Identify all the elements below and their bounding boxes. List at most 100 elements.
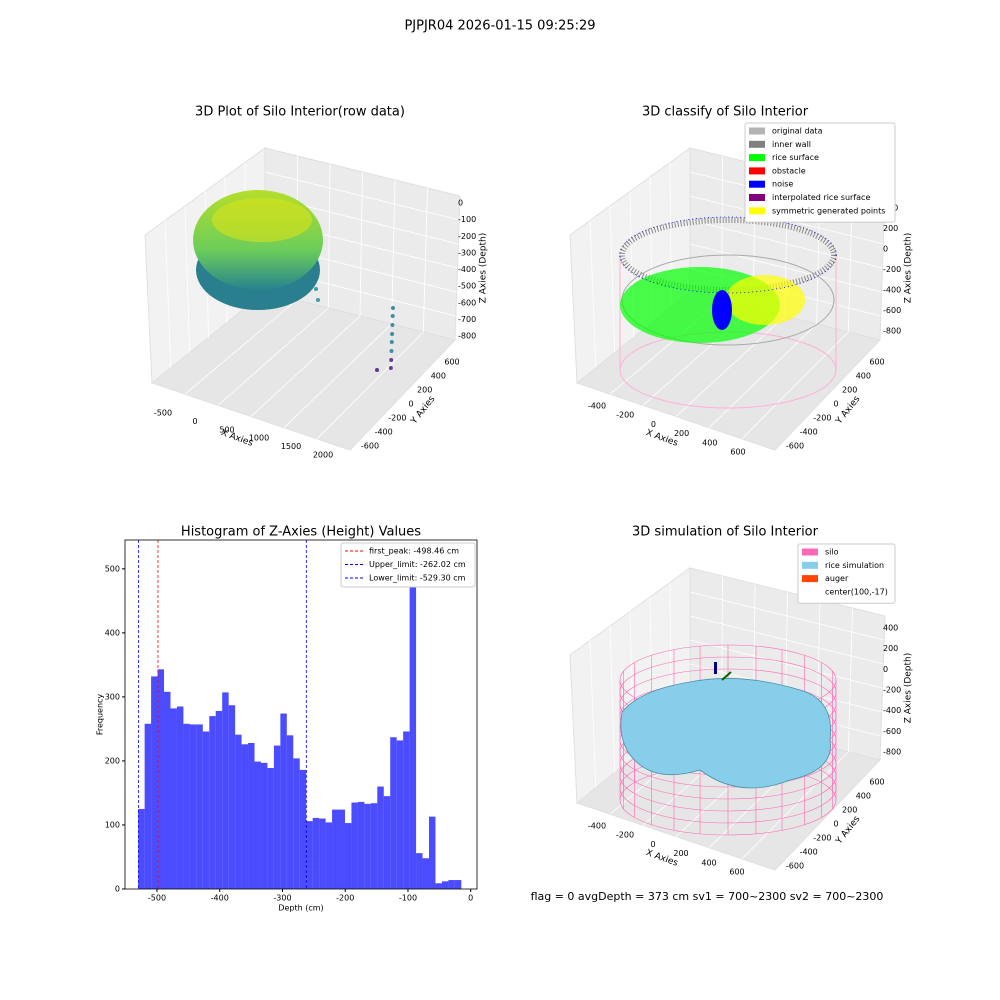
legend-swatch bbox=[749, 140, 765, 148]
legend-frame bbox=[340, 542, 476, 588]
surface bbox=[619, 644, 837, 836]
legend-swatch bbox=[749, 180, 765, 188]
pane-grid bbox=[217, 307, 329, 406]
bar bbox=[441, 881, 449, 889]
bar bbox=[325, 822, 333, 889]
z-axis-label: Z Axies (Depth) bbox=[904, 653, 914, 724]
legend-swatch bbox=[802, 588, 818, 596]
pane-grid bbox=[589, 220, 597, 368]
y-tick-label: -400 bbox=[800, 848, 818, 857]
bar bbox=[151, 676, 158, 889]
x-tick-label: 1500 bbox=[281, 442, 301, 451]
legend-frame bbox=[744, 122, 896, 223]
legend-label: rice surface bbox=[772, 153, 819, 162]
bar bbox=[429, 816, 436, 889]
bar bbox=[338, 809, 345, 889]
bar bbox=[273, 745, 281, 889]
bar bbox=[364, 803, 371, 889]
bar bbox=[138, 808, 145, 889]
y-tick-label: 0 bbox=[833, 400, 838, 409]
bar bbox=[215, 710, 223, 889]
y-tick-label: 0 bbox=[115, 885, 120, 894]
z-tick-label: -800 bbox=[883, 748, 901, 757]
point bbox=[390, 323, 395, 327]
bar bbox=[144, 723, 152, 889]
y-tick-label: 200 bbox=[842, 806, 857, 815]
pane-grid bbox=[283, 323, 392, 428]
x-tick-label: -500 bbox=[148, 894, 166, 903]
z-axis-label: Z Axies (Depth) bbox=[479, 233, 489, 304]
rice-surface bbox=[620, 678, 832, 789]
x-tick-label: 0 bbox=[651, 420, 656, 429]
y-axis-label: Frequency bbox=[96, 694, 105, 736]
point bbox=[389, 349, 394, 353]
y-tick-label: -200 bbox=[388, 414, 406, 423]
bar bbox=[286, 735, 294, 889]
z-tick-label: 400 bbox=[883, 624, 898, 633]
legend-label: rice simulation bbox=[825, 561, 884, 570]
point bbox=[389, 340, 394, 344]
point bbox=[390, 332, 395, 336]
x-tick-label: 600 bbox=[730, 448, 745, 457]
x-tick-label: 0 bbox=[468, 894, 473, 903]
legend-label: obstacle bbox=[772, 166, 806, 175]
x-tick-label: -200 bbox=[616, 411, 634, 420]
bar bbox=[209, 716, 216, 889]
z-tick-label: -400 bbox=[883, 706, 901, 715]
sym-cloud bbox=[725, 275, 805, 325]
y-tick-label: -200 bbox=[813, 834, 831, 843]
pane-grid bbox=[250, 315, 361, 417]
z-tick-label: -200 bbox=[458, 232, 476, 241]
y-tick-label: -600 bbox=[786, 862, 804, 871]
legend-label: inner wall bbox=[772, 140, 811, 149]
legend-label: silo bbox=[825, 548, 839, 557]
bar bbox=[396, 740, 404, 889]
bar bbox=[293, 758, 300, 889]
point bbox=[390, 314, 395, 318]
bar bbox=[319, 818, 326, 889]
bar bbox=[448, 880, 455, 889]
point bbox=[389, 358, 394, 362]
panel-title: 3D classify of Silo Interior bbox=[642, 105, 809, 120]
bar bbox=[351, 802, 358, 889]
z-tick-label: 0 bbox=[458, 199, 463, 208]
y-tick-label: 300 bbox=[105, 692, 120, 701]
x-tick-label: 0 bbox=[192, 417, 197, 426]
y-tick-label: -600 bbox=[786, 442, 804, 451]
y-tick-label: 400 bbox=[856, 792, 871, 801]
z-tick-label: 200 bbox=[883, 644, 898, 653]
legend-label: interpolated rice surface bbox=[772, 193, 870, 202]
noise-cloud bbox=[712, 290, 732, 330]
legend-label: Lower_limit: -529.30 cm bbox=[369, 574, 466, 583]
bar bbox=[260, 762, 268, 889]
axes-frame bbox=[124, 539, 478, 890]
bar bbox=[189, 724, 197, 889]
z-tick-label: 0 bbox=[883, 665, 888, 674]
bar bbox=[280, 713, 287, 889]
point bbox=[375, 368, 379, 372]
bar bbox=[248, 742, 255, 889]
pane-grid bbox=[184, 299, 297, 395]
panel-title: 3D Plot of Silo Interior(row data) bbox=[195, 105, 405, 120]
legend-swatch bbox=[749, 207, 765, 215]
y-tick-label: 400 bbox=[856, 372, 871, 381]
bar bbox=[202, 731, 210, 889]
pane-grid bbox=[316, 331, 424, 440]
bar bbox=[357, 801, 365, 889]
status-line: flag = 0 avgDepth = 373 cm sv1 = 700~230… bbox=[531, 890, 884, 903]
x-tick-label: -200 bbox=[616, 831, 634, 840]
bar bbox=[235, 734, 242, 889]
bar bbox=[306, 821, 313, 889]
point bbox=[314, 287, 318, 291]
pane-grid bbox=[741, 331, 849, 440]
bar bbox=[403, 731, 410, 889]
z-tick-label: -800 bbox=[458, 332, 476, 341]
y-tick-label: -200 bbox=[813, 414, 831, 423]
y-tick-label: 600 bbox=[869, 778, 884, 787]
legend-swatch bbox=[802, 575, 818, 583]
legend-frame bbox=[797, 543, 896, 604]
point bbox=[316, 298, 320, 302]
legend-label: auger bbox=[825, 574, 849, 583]
bar bbox=[254, 761, 261, 889]
bar bbox=[312, 817, 320, 889]
